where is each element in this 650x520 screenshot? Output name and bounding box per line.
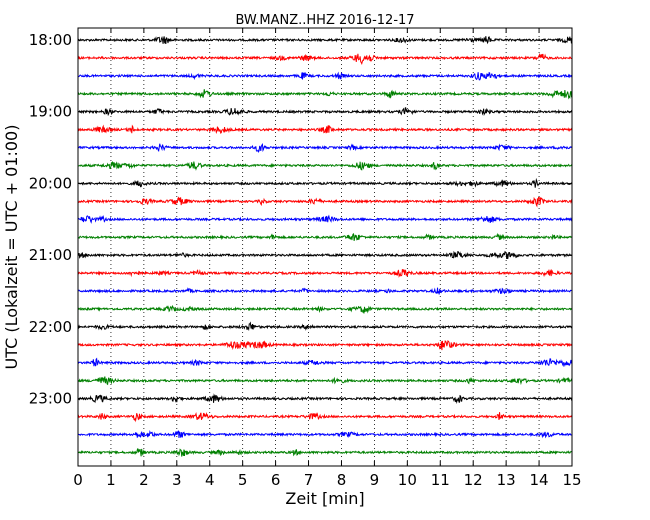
seismic-traces bbox=[77, 36, 573, 457]
x-tick-label-14: 14 bbox=[530, 471, 549, 489]
y-tick-label-2100: 21:00 bbox=[29, 246, 72, 264]
x-tick-label-5: 5 bbox=[238, 471, 248, 489]
trace-2015 bbox=[77, 196, 573, 208]
trace-2200 bbox=[77, 321, 573, 332]
chart-title: BW.MANZ..HHZ 2016-12-17 bbox=[235, 13, 414, 28]
x-tick-label-2: 2 bbox=[139, 471, 149, 489]
trace-2300 bbox=[77, 393, 573, 405]
x-axis-label: Zeit [min] bbox=[285, 489, 364, 508]
trace-2315 bbox=[77, 412, 573, 423]
trace-1930 bbox=[77, 143, 573, 154]
trace-2145 bbox=[77, 304, 573, 314]
trace-2230 bbox=[77, 357, 573, 368]
x-tick-label-15: 15 bbox=[562, 471, 581, 489]
x-tick-label-0: 0 bbox=[73, 471, 83, 489]
y-tick-label-1800: 18:00 bbox=[29, 31, 72, 49]
x-tick-label-13: 13 bbox=[497, 471, 516, 489]
trace-1845 bbox=[77, 89, 573, 100]
y-tick-label-1900: 19:00 bbox=[29, 103, 72, 121]
x-tick-label-12: 12 bbox=[464, 471, 483, 489]
trace-1800 bbox=[77, 36, 573, 45]
trace-2245 bbox=[77, 376, 573, 386]
trace-1815 bbox=[77, 52, 573, 65]
trace-1900 bbox=[77, 107, 573, 117]
trace-2215 bbox=[77, 339, 573, 351]
x-tick-label-8: 8 bbox=[337, 471, 347, 489]
trace-2030 bbox=[77, 214, 573, 224]
trace-2045 bbox=[77, 232, 573, 241]
trace-2345 bbox=[77, 448, 573, 457]
axis-ticks: 0 1 2 3 4 5 6 7 8 9 10 11 12 13 14 1518:0019:0020:0021:… bbox=[29, 28, 582, 489]
trace-1915 bbox=[77, 124, 573, 135]
y-tick-label-2300: 23:00 bbox=[29, 390, 72, 408]
x-tick-label-11: 11 bbox=[431, 471, 450, 489]
plot-frame bbox=[77, 27, 573, 467]
trace-2330 bbox=[77, 430, 573, 439]
trace-2000 bbox=[77, 177, 573, 188]
x-tick-label-3: 3 bbox=[172, 471, 182, 489]
y-tick-label-2200: 22:00 bbox=[29, 318, 72, 336]
x-tick-label-4: 4 bbox=[205, 471, 215, 489]
x-tick-label-1: 1 bbox=[106, 471, 116, 489]
y-tick-label-2000: 20:00 bbox=[29, 174, 72, 192]
trace-2115 bbox=[77, 268, 573, 278]
trace-2130 bbox=[77, 287, 573, 295]
x-tick-label-7: 7 bbox=[304, 471, 314, 489]
x-tick-label-10: 10 bbox=[398, 471, 417, 489]
trace-2100 bbox=[77, 250, 573, 260]
y-axis-label: UTC (Lokalzeit = UTC + 01:00) bbox=[2, 125, 21, 370]
trace-1830 bbox=[77, 71, 573, 81]
x-tick-label-9: 9 bbox=[370, 471, 380, 489]
trace-1945 bbox=[77, 160, 573, 171]
x-tick-label-6: 6 bbox=[271, 471, 281, 489]
